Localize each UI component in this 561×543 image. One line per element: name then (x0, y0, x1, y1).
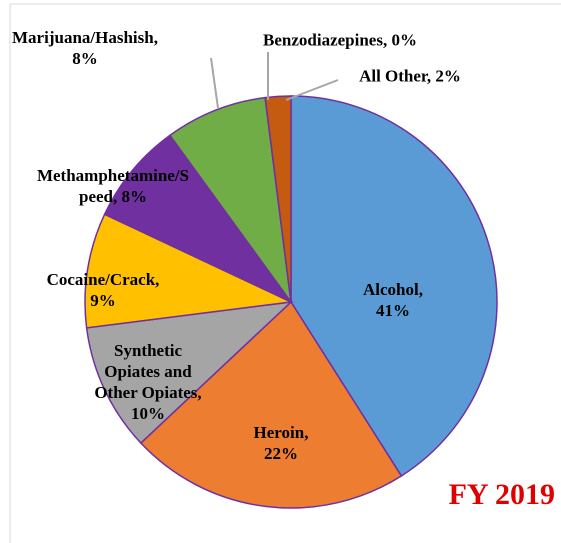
data-label: Methamphetamine/Speed, 8% (36, 166, 190, 206)
pie-slice (264, 95, 292, 303)
pie-slice (139, 300, 403, 509)
data-label: Heroin, 22% (253, 423, 309, 463)
pie-slice (85, 300, 294, 445)
data-label: Marijuana/Hashish, 8% (12, 28, 158, 68)
data-label: All Other, 2% (359, 66, 461, 86)
chart-title: FY 2019 (448, 478, 555, 511)
pie-slice (290, 95, 498, 477)
pie-slice (168, 96, 292, 303)
data-label: Benzodiazepines, 0% (263, 30, 417, 50)
leader-line (210, 57, 219, 109)
pie-slice (84, 213, 294, 329)
data-label: Cocaine/Crack, 9% (46, 270, 160, 310)
data-label: Synthetic Opiates and Other Opiates, 10% (94, 341, 202, 423)
pie-slice (103, 134, 292, 303)
data-label: Alcohol, 41% (363, 280, 423, 320)
leader-line (285, 79, 339, 101)
